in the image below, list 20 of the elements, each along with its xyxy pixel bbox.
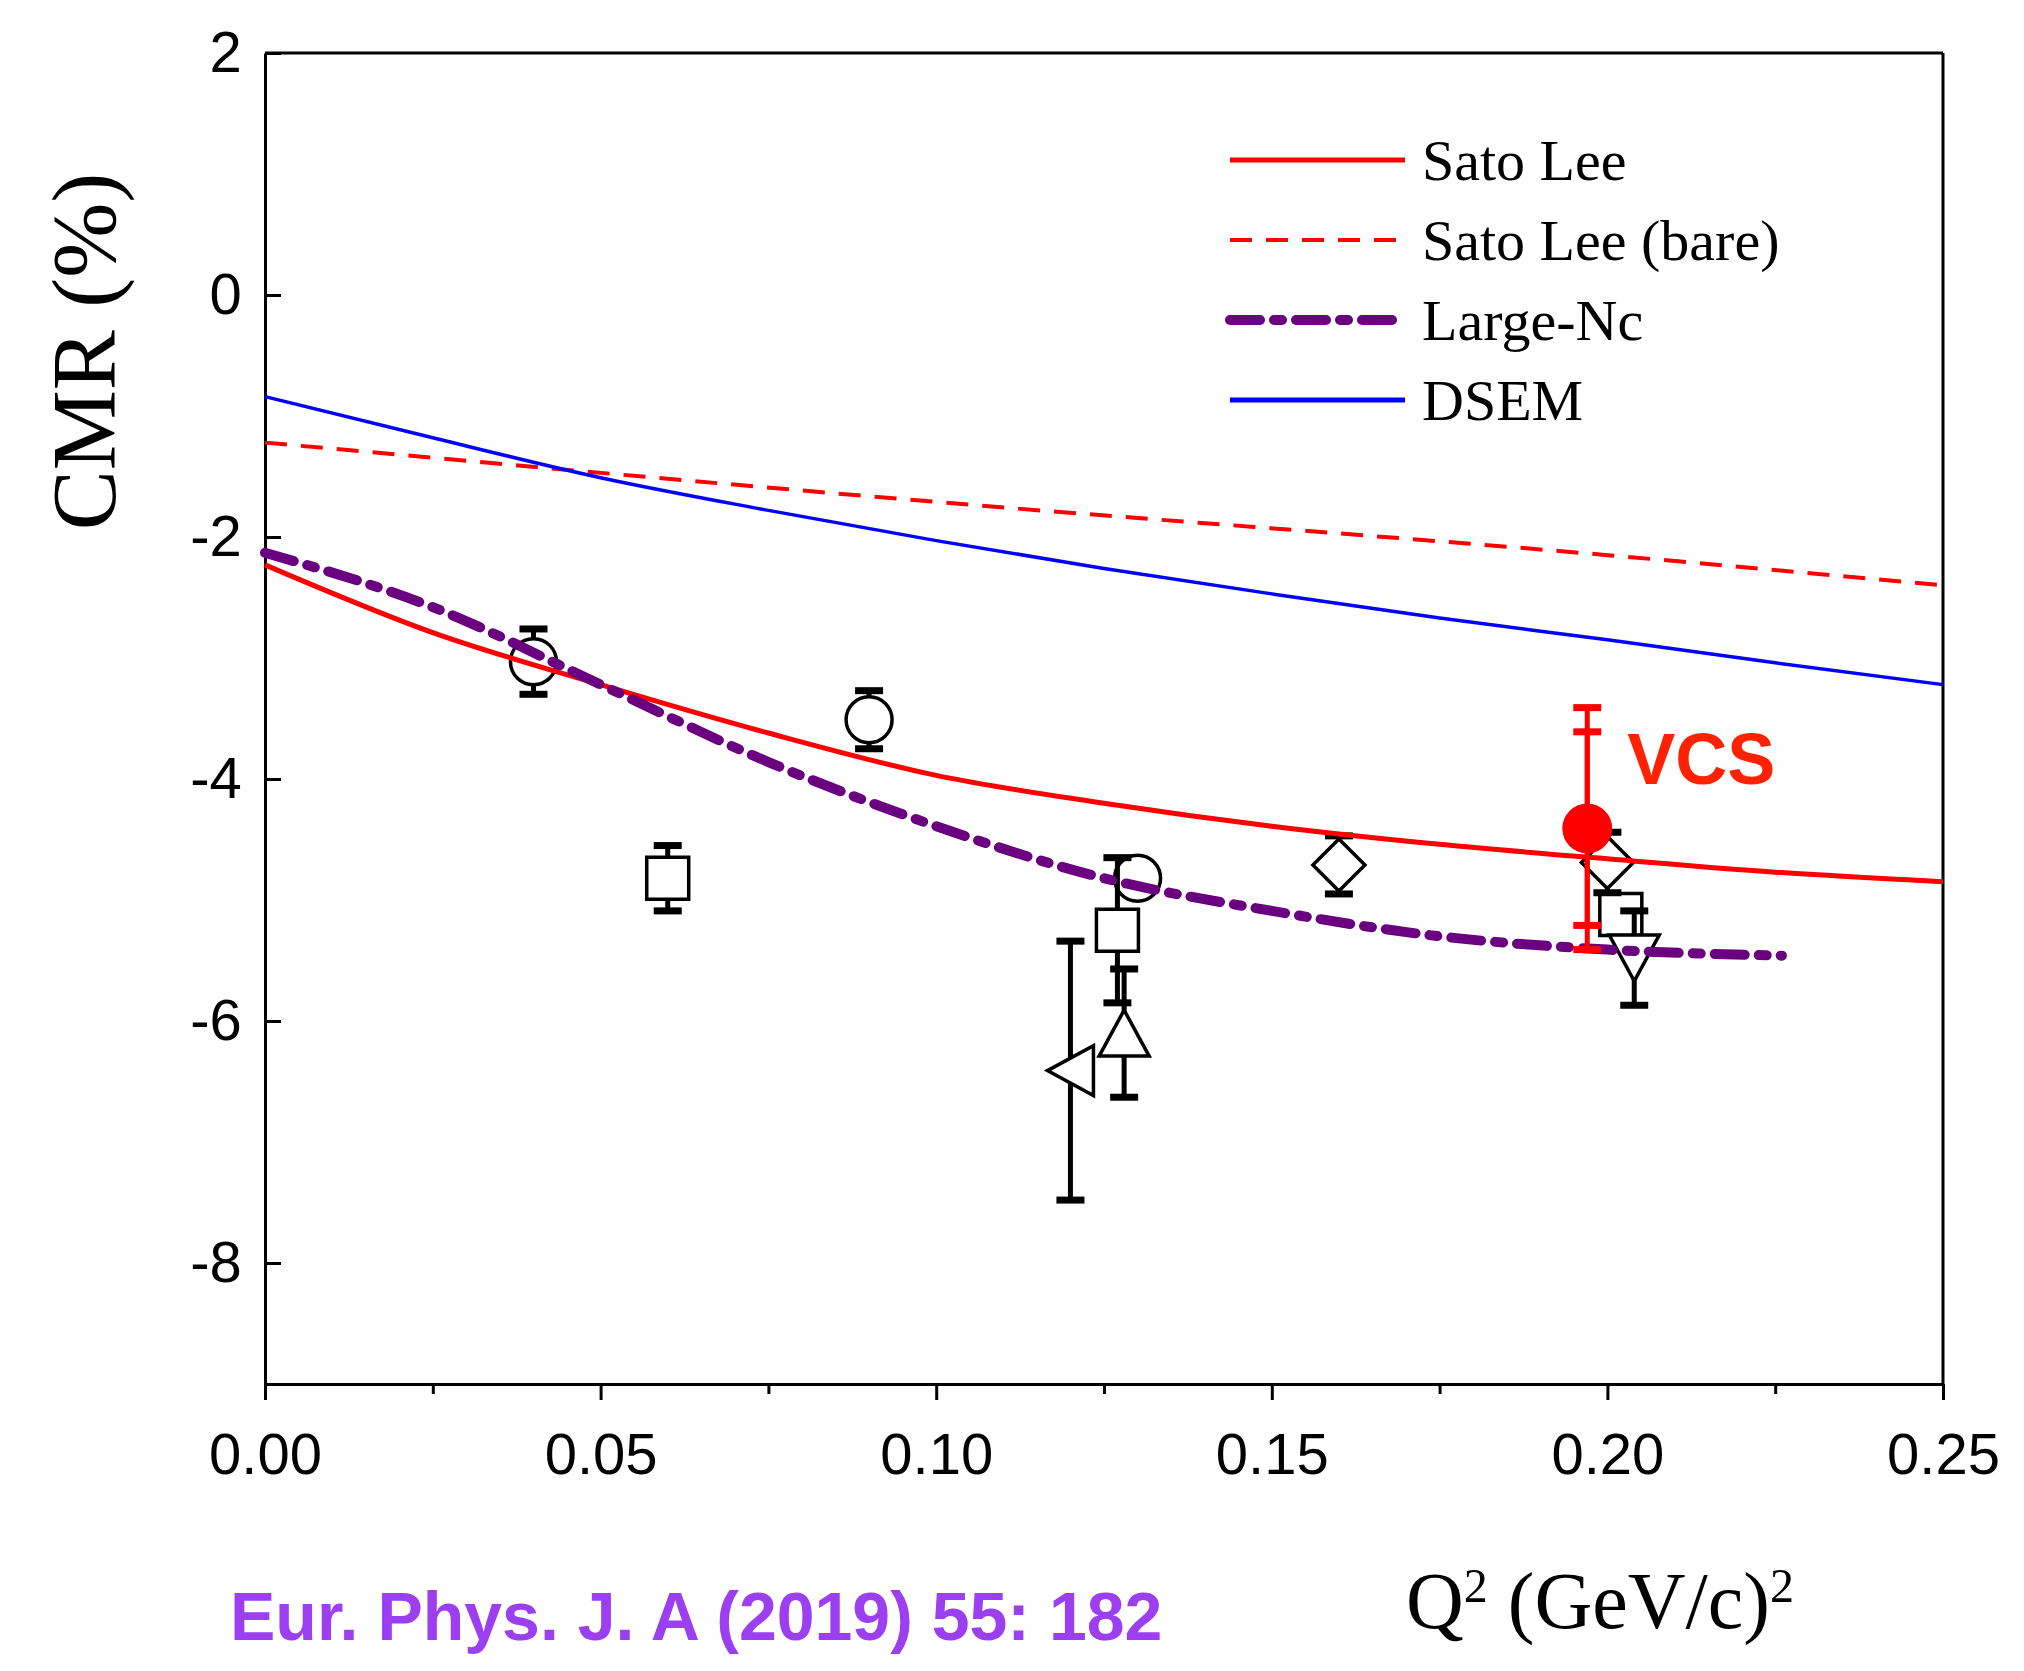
y-tick-label: -2 <box>190 503 242 569</box>
annotation: VCS <box>1627 718 1776 799</box>
y-axis-title: CMR (%) <box>35 172 135 531</box>
legend-label: Sato Lee (bare) <box>1422 208 1780 273</box>
y-tick-label: 0 <box>209 261 242 327</box>
x-tick-label: 0.20 <box>1551 1421 1665 1486</box>
legend-label: DSEM <box>1422 368 1584 433</box>
legend-label: Sato Lee <box>1422 128 1627 193</box>
x-tick-label: 0.25 <box>1887 1421 2000 1486</box>
x-tick-label: 0.00 <box>209 1421 322 1486</box>
y-tick-label: 2 <box>209 19 242 85</box>
x-tick-label: 0.05 <box>544 1421 658 1486</box>
y-tick-label: -4 <box>190 745 242 811</box>
text: Eur. Phys. J. A (2019) 55: 182 <box>230 1578 1163 1654</box>
y-tick-label: -6 <box>190 987 242 1053</box>
legend-label: Large-Nc <box>1422 288 1644 353</box>
x-tick-label: 0.10 <box>880 1421 994 1486</box>
x-tick-label: 0.15 <box>1215 1421 1329 1486</box>
y-tick-label: -8 <box>190 1229 242 1295</box>
x-axis-title: Q$^{2}$ (GeV/c)$^{2}$ <box>1406 1557 1794 1646</box>
